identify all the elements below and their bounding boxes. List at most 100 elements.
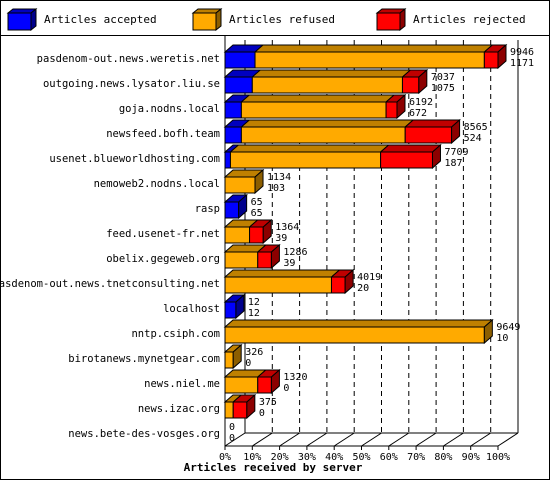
floor-line bbox=[415, 432, 437, 447]
bar-side bbox=[418, 68, 428, 95]
bar-side bbox=[235, 293, 245, 320]
legend-label: Articles accepted bbox=[44, 13, 157, 26]
bar-segment-refused bbox=[224, 276, 332, 294]
floor-line bbox=[333, 432, 355, 447]
legend-item: Articles accepted bbox=[6, 7, 157, 32]
bar-segment-top-refused bbox=[223, 319, 494, 328]
x-tick-label: 70% bbox=[407, 452, 425, 463]
value-label-second: 39 bbox=[283, 258, 295, 269]
x-tick-label: 80% bbox=[434, 452, 452, 463]
legend-swatch-side bbox=[399, 7, 406, 32]
bar-segment-refused bbox=[251, 76, 403, 94]
legend-item: Articles rejected bbox=[375, 7, 526, 32]
bar-segment-refused bbox=[224, 176, 256, 194]
value-label-total: 6192 bbox=[409, 97, 433, 108]
bar-side bbox=[396, 93, 406, 120]
x-tick-label: 90% bbox=[462, 452, 480, 463]
value-label-total: 1320 bbox=[283, 372, 307, 383]
value-label-second: 0 bbox=[259, 408, 265, 419]
value-label-total: 326 bbox=[245, 347, 263, 358]
bar-side bbox=[431, 143, 441, 170]
floor-line bbox=[388, 432, 410, 447]
bar-segment-accepted bbox=[224, 51, 256, 69]
bar-segment-accepted bbox=[224, 101, 242, 119]
bar-segment-rejected bbox=[330, 276, 346, 294]
bar-side bbox=[254, 168, 264, 195]
legend-swatch bbox=[192, 12, 217, 31]
x-tick-label: 100% bbox=[486, 452, 510, 463]
category-label: nntp.csiph.com bbox=[131, 328, 220, 340]
category-label: news.niel.me bbox=[144, 378, 220, 390]
value-label-total: 65 bbox=[251, 197, 263, 208]
floor-line bbox=[306, 432, 328, 447]
category-label: usenet.blueworldhosting.com bbox=[49, 153, 220, 165]
value-label-second: 10 bbox=[496, 333, 508, 344]
bar-segment-top-refused bbox=[250, 69, 412, 78]
value-label-second: 20 bbox=[357, 283, 369, 294]
bar-segment-refused bbox=[229, 151, 382, 169]
value-label-second: 0 bbox=[245, 358, 251, 369]
category-label: pasdenom-out.news.weretis.net bbox=[37, 53, 220, 65]
bar-segment-rejected bbox=[401, 76, 420, 94]
bar-side bbox=[232, 343, 242, 370]
value-label-second: 0 bbox=[283, 383, 289, 394]
bar-segment-top-refused bbox=[253, 44, 494, 53]
legend-swatch bbox=[376, 12, 401, 31]
floor-line bbox=[470, 432, 491, 447]
bar-segment-rejected bbox=[404, 126, 453, 144]
bar-side bbox=[246, 393, 256, 420]
bar-segment-refused bbox=[224, 376, 259, 394]
bar-side bbox=[270, 368, 280, 395]
bar-side bbox=[262, 218, 272, 245]
bar-segment-refused bbox=[254, 51, 485, 69]
x-tick-label: 50% bbox=[352, 452, 370, 463]
bar-segment-rejected bbox=[483, 51, 499, 69]
floor-line bbox=[279, 432, 300, 447]
bar-segment-rejected bbox=[385, 101, 398, 119]
value-label-total: 9946 bbox=[510, 47, 534, 58]
bar-segment-refused bbox=[224, 401, 234, 419]
value-label-total: 375 bbox=[259, 397, 277, 408]
bar-segment-rejected bbox=[232, 401, 248, 419]
bar-segment-top-refused bbox=[223, 269, 341, 278]
floor-line bbox=[443, 432, 464, 447]
bar-segment-rejected bbox=[257, 376, 272, 394]
category-label: outgoing.news.lysator.liu.se bbox=[43, 78, 220, 90]
category-label: goja.nodns.local bbox=[119, 103, 220, 115]
category-label: pasdenom-out.news.tnetconsulting.net bbox=[0, 278, 220, 290]
x-tick-label: 30% bbox=[298, 452, 316, 463]
category-label: newsfeed.bofh.team bbox=[106, 128, 220, 140]
bar-segment-top-refused bbox=[240, 119, 415, 128]
x-tick-label: 0% bbox=[219, 452, 231, 463]
bar-segment-refused bbox=[224, 351, 234, 369]
value-label-total: 1286 bbox=[283, 247, 307, 258]
bar-side bbox=[483, 318, 493, 345]
category-label: obelix.gegeweb.org bbox=[106, 253, 220, 265]
legend-label: Articles rejected bbox=[413, 13, 526, 26]
value-label-second: 0 bbox=[229, 433, 235, 444]
bar-side bbox=[238, 193, 248, 220]
value-label-second: 1171 bbox=[510, 58, 534, 69]
floor-line bbox=[361, 432, 382, 447]
value-label-total: 9649 bbox=[496, 322, 520, 333]
category-label: feed.usenet-fr.net bbox=[106, 228, 220, 240]
bar-segment-top-rejected bbox=[403, 119, 461, 128]
bar-segment-refused bbox=[224, 326, 485, 344]
bar-segment-accepted bbox=[224, 76, 253, 94]
value-label-second: 39 bbox=[275, 233, 287, 244]
bar-segment-refused bbox=[240, 101, 387, 119]
floor-line bbox=[497, 432, 519, 447]
category-label: news.bete-des-vosges.org bbox=[68, 428, 220, 440]
legend: Articles accepted Articles refused Article… bbox=[6, 7, 526, 32]
legend-swatch-side bbox=[30, 7, 37, 32]
